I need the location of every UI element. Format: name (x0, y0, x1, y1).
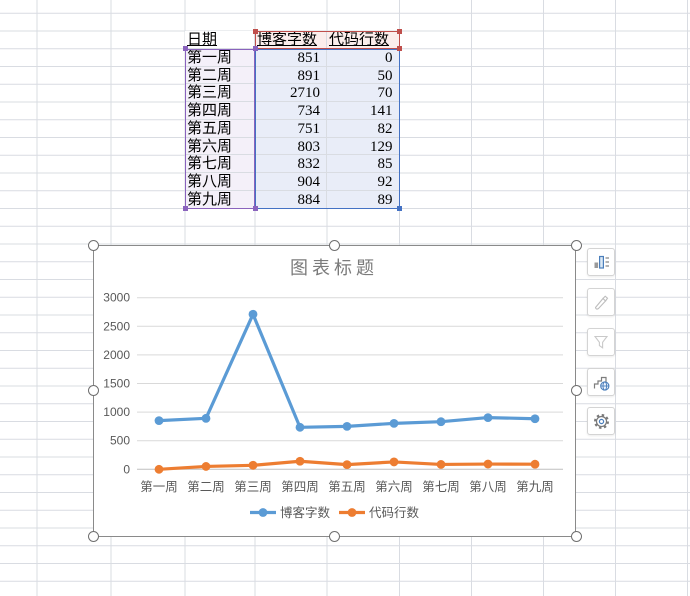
series-marker-1[interactable] (248, 460, 258, 470)
table-cell-code-3[interactable]: 141 (327, 102, 400, 120)
line-chart-svg: 图表标题 0 500 1000 1500 2000 2500 3000 第一周 第二周 第三周 第四周… (93, 245, 576, 537)
range-resize-handle[interactable] (252, 46, 258, 52)
x-axis-tick-label[interactable]: 第三周 (234, 480, 272, 494)
table-cell-blog-0[interactable]: 851 (255, 48, 327, 67)
table-cell-date-1[interactable]: 第二周 (185, 66, 255, 85)
table-cell-blog-8[interactable]: 884 (255, 190, 327, 209)
series-marker-0[interactable] (389, 418, 399, 428)
table-cell-code-8[interactable]: 89 (327, 190, 400, 209)
range-resize-handle[interactable] (182, 46, 188, 52)
series-marker-1[interactable] (154, 464, 164, 474)
legend-label: 代码行数 (369, 505, 420, 520)
y-axis-tick-label[interactable]: 2500 (103, 319, 130, 333)
table-cell-blog-7[interactable]: 904 (255, 173, 327, 191)
x-axis-tick-label[interactable]: 第四周 (281, 480, 319, 494)
table-cell-blog-2[interactable]: 2710 (255, 84, 327, 103)
chart-resize-handle[interactable] (87, 239, 99, 251)
table-cell-blog-5[interactable]: 803 (255, 137, 327, 156)
chart-resize-handle[interactable] (87, 385, 99, 396)
chart-elements-icon (594, 255, 609, 269)
chart-resize-handle[interactable] (570, 239, 582, 251)
table-cell-blog-3[interactable]: 734 (255, 102, 327, 120)
x-axis-tick-label[interactable]: 第七周 (422, 480, 460, 494)
x-axis-tick-label[interactable]: 第一周 (140, 480, 178, 494)
gear-icon (593, 413, 609, 429)
series-marker-0[interactable] (295, 422, 305, 432)
range-resize-handle[interactable] (252, 206, 258, 212)
x-axis-tick-label[interactable]: 第八周 (469, 480, 507, 494)
x-axis-tick-label[interactable]: 第二周 (187, 480, 225, 494)
table-cell-date-8[interactable]: 第九周 (185, 190, 255, 209)
series-marker-1[interactable] (201, 462, 211, 471)
x-axis-tick-label[interactable]: 第九周 (516, 480, 554, 494)
table-cell-code-2[interactable]: 70 (327, 84, 400, 103)
y-axis-tick-label[interactable]: 0 (123, 462, 130, 476)
series-marker-1[interactable] (436, 460, 446, 469)
table-cell-blog-6[interactable]: 832 (255, 155, 327, 174)
brush-icon (594, 294, 609, 310)
legend-label: 博客字数 (280, 505, 331, 520)
table-cell-date-2[interactable]: 第三周 (185, 84, 255, 103)
chart-title[interactable]: 图表标题 (290, 258, 378, 278)
range-resize-handle[interactable] (182, 206, 188, 212)
table-cell-date-0[interactable]: 第一周 (185, 48, 255, 67)
table-cell-code-1[interactable]: 50 (327, 66, 400, 85)
chart-settings-button[interactable] (587, 407, 615, 435)
table-cell-date-3[interactable]: 第四周 (185, 102, 255, 120)
series-marker-0[interactable] (530, 414, 540, 424)
online-chart-button[interactable] (587, 368, 615, 396)
series-marker-1[interactable] (530, 459, 540, 469)
table-cell-date-5[interactable]: 第六周 (185, 137, 255, 156)
legend-item-1[interactable]: 代码行数 (339, 505, 420, 520)
table-cell-blog-1[interactable]: 891 (255, 66, 327, 85)
series-marker-1[interactable] (389, 457, 399, 467)
range-resize-handle[interactable] (397, 28, 402, 34)
table-cell-date-6[interactable]: 第七周 (185, 155, 255, 174)
series-marker-0[interactable] (201, 413, 211, 423)
chart-elements-button[interactable] (587, 248, 615, 276)
range-resize-handle[interactable] (397, 206, 402, 212)
table-cell-date-7[interactable]: 第八周 (185, 173, 255, 191)
table-cell-code-7[interactable]: 92 (327, 173, 400, 191)
table-cell-header-code[interactable]: 代码行数 (327, 31, 400, 49)
y-axis-tick-label[interactable]: 1000 (103, 405, 130, 419)
series-marker-1[interactable] (295, 456, 305, 466)
x-axis-tick-label[interactable]: 第六周 (375, 480, 413, 494)
series-marker-0[interactable] (436, 417, 446, 427)
table-cell-code-6[interactable]: 85 (327, 155, 400, 174)
chart-style-button[interactable] (587, 287, 615, 316)
chart[interactable]: 图表标题 0 500 1000 1500 2000 2500 3000 第一周 第二周 第三周 第四周… (93, 245, 576, 537)
series-marker-0[interactable] (154, 416, 164, 426)
range-resize-handle[interactable] (397, 46, 402, 52)
funnel-icon (593, 335, 609, 349)
chart-resize-handle[interactable] (570, 385, 582, 396)
table-cell-header-date[interactable]: 日期 (185, 31, 255, 49)
chart-filter-button[interactable] (587, 328, 615, 356)
series-marker-0[interactable] (342, 421, 352, 431)
series-marker-1[interactable] (483, 459, 493, 469)
y-axis-tick-label[interactable]: 500 (110, 434, 130, 448)
series-marker-0[interactable] (483, 413, 493, 422)
chart-resize-handle[interactable] (329, 531, 340, 542)
y-axis-tick-label[interactable]: 3000 (103, 291, 130, 305)
chart-resize-handle[interactable] (87, 531, 99, 542)
table-cell-date-4[interactable]: 第五周 (185, 119, 255, 138)
series-marker-1[interactable] (342, 460, 352, 470)
table-cell-code-4[interactable]: 82 (327, 119, 400, 138)
y-axis-tick-label[interactable]: 1500 (103, 377, 130, 391)
chart-frame[interactable] (93, 245, 576, 537)
table-cell-code-5[interactable]: 129 (327, 137, 400, 156)
table-cell-header-blog[interactable]: 博客字数 (255, 31, 327, 49)
range-resize-handle[interactable] (252, 28, 258, 34)
chart-resize-handle[interactable] (329, 239, 340, 251)
table-cell-code-0[interactable]: 0 (327, 48, 400, 67)
series-marker-0[interactable] (248, 309, 258, 319)
legend-item-0[interactable]: 博客字数 (250, 505, 331, 520)
x-axis-tick-label[interactable]: 第五周 (328, 480, 366, 494)
chart-globe-icon (593, 376, 609, 391)
table-cell-blog-4[interactable]: 751 (255, 119, 327, 138)
chart-resize-handle[interactable] (570, 531, 582, 542)
y-axis-tick-label[interactable]: 2000 (103, 348, 130, 362)
